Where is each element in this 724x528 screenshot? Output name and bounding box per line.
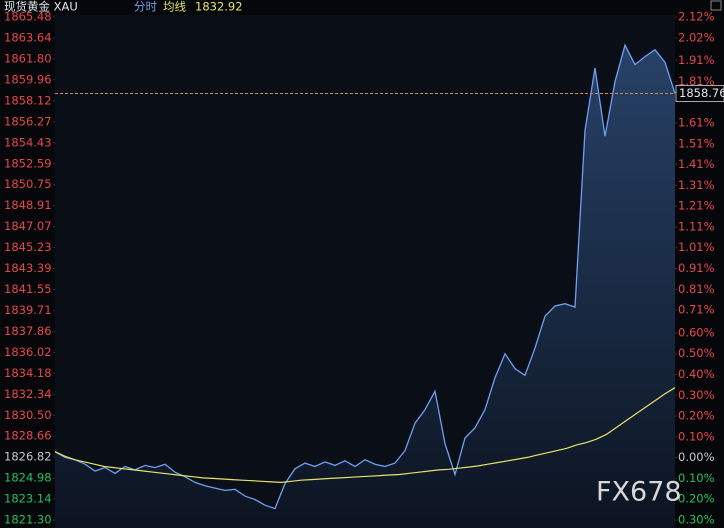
y2-tick-label: 2.12% bbox=[678, 10, 715, 24]
y-tick-label: 1821.30 bbox=[4, 513, 52, 527]
y-tick-label: 1837.86 bbox=[4, 324, 52, 338]
y2-tick-label: 0.20% bbox=[678, 409, 715, 423]
y-tick-label: 1839.71 bbox=[4, 303, 52, 317]
y2-tick-label: 0.91% bbox=[678, 261, 715, 275]
y-tick-label: 1845.23 bbox=[4, 240, 52, 254]
y-tick-label: 1865.48 bbox=[4, 10, 52, 24]
y-tick-label: 1854.43 bbox=[4, 135, 52, 149]
y2-tick-label: 1.11% bbox=[678, 219, 715, 233]
watermark: FX678 bbox=[596, 477, 682, 508]
y2-tick-label: 1.91% bbox=[678, 53, 715, 67]
y2-tick-label: 0.60% bbox=[678, 325, 715, 339]
y-tick-label: 1836.02 bbox=[4, 345, 52, 359]
avg-line bbox=[54, 387, 676, 484]
y2-tick-label: 0.20% bbox=[678, 492, 715, 506]
price-line bbox=[54, 43, 676, 510]
last-price-label: 1858.76 bbox=[679, 86, 724, 100]
y-tick-label: 1841.55 bbox=[4, 282, 52, 296]
y-tick-label: 1824.98 bbox=[4, 471, 52, 485]
y2-tick-label: 1.01% bbox=[678, 240, 715, 254]
y2-tick-label: 0.71% bbox=[678, 303, 715, 317]
y-tick-label: 1847.07 bbox=[4, 219, 52, 233]
corner-icon[interactable] bbox=[710, 0, 722, 11]
y-tick-label: 1828.66 bbox=[4, 429, 52, 443]
y2-tick-label: 1.61% bbox=[678, 116, 715, 130]
y2-tick-label: 1.51% bbox=[678, 136, 715, 150]
y2-tick-label: 1.41% bbox=[678, 157, 715, 171]
y2-tick-label: 0.30% bbox=[678, 388, 715, 402]
y-tick-label: 1830.50 bbox=[4, 408, 52, 422]
y-tick-label: 1843.39 bbox=[4, 261, 52, 275]
y2-tick-label: 0.00% bbox=[678, 450, 715, 464]
chart-title: 现货黄金 XAU bbox=[4, 0, 78, 14]
y2-tick-label: 0.10% bbox=[678, 429, 715, 443]
y2-tick-label: 0.30% bbox=[678, 513, 715, 527]
y2-tick-label: 0.50% bbox=[678, 346, 715, 360]
y-tick-label: 1848.91 bbox=[4, 198, 52, 212]
y-tick-label: 1863.64 bbox=[4, 30, 52, 44]
y-tick-label: 1858.12 bbox=[4, 93, 52, 107]
y-tick-label: 1859.96 bbox=[4, 72, 52, 86]
price-area bbox=[55, 45, 675, 528]
y-tick-label: 1826.82 bbox=[4, 450, 52, 464]
y-tick-label: 1856.27 bbox=[4, 114, 52, 128]
y-tick-label: 1834.18 bbox=[4, 366, 52, 380]
y2-tick-label: 1.21% bbox=[678, 199, 715, 213]
y2-tick-label: 2.02% bbox=[678, 30, 715, 44]
y-tick-label: 1852.59 bbox=[4, 156, 52, 170]
last-price-box bbox=[675, 85, 724, 103]
y-tick-label: 1850.75 bbox=[4, 177, 52, 191]
avg-value: 1832.92 bbox=[195, 0, 243, 14]
y-tick-label: 1832.34 bbox=[4, 387, 52, 401]
y2-tick-label: 1.31% bbox=[678, 178, 715, 192]
y2-tick-label: 0.10% bbox=[678, 471, 715, 485]
y2-tick-label: 0.40% bbox=[678, 367, 715, 381]
legend-avg: 均线 bbox=[163, 0, 186, 14]
y-tick-label: 1861.80 bbox=[4, 51, 52, 65]
y2-tick-label: 1.81% bbox=[678, 74, 715, 88]
y-tick-label: 1823.14 bbox=[4, 492, 52, 506]
y2-tick-label: 0.81% bbox=[678, 282, 715, 296]
legend-price: 分时 bbox=[134, 0, 157, 14]
